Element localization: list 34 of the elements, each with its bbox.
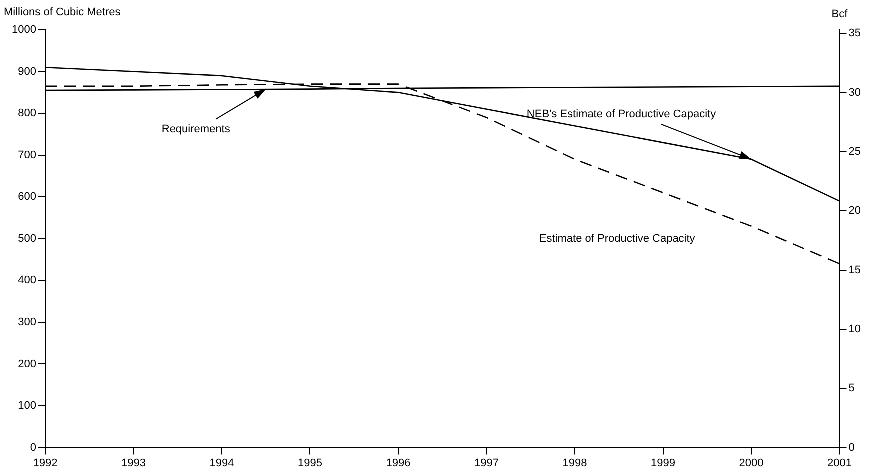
x-tick-label: 1999 [651, 457, 676, 470]
y2-tick-label: 20 [848, 205, 862, 218]
y-axis-title: Millions of Cubic Metres [4, 6, 122, 19]
y-tick-label: 300 [18, 316, 36, 328]
x-tick-label: 1994 [210, 457, 234, 470]
x-tick-label: 1997 [474, 457, 499, 470]
annotation: NEB's Estimate of Productive Capacity [526, 108, 717, 121]
x-tick-label: 1992 [33, 457, 58, 470]
y2-tick-label: 10 [848, 323, 862, 336]
y-tick-label: 900 [18, 66, 36, 78]
y2-tick-label: 30 [848, 86, 862, 99]
x-tick-label: 1998 [562, 457, 588, 470]
annotation: Requirements [162, 123, 231, 136]
y-tick-label: 400 [18, 274, 36, 287]
y-tick-label: 600 [18, 191, 36, 204]
y2-tick-label: 0 [848, 442, 855, 454]
x-tick-label: 2000 [739, 457, 764, 470]
y2-tick-label: 15 [848, 264, 862, 276]
x-tick-label: 1993 [121, 457, 146, 470]
y2-tick-label: 35 [848, 28, 862, 40]
y-tick-label: 1000 [12, 24, 36, 36]
y-tick-label: 700 [18, 149, 36, 162]
y-tick-label: 0 [30, 442, 36, 454]
y-tick-label: 200 [18, 358, 36, 370]
y-tick-label: 100 [18, 400, 36, 412]
y-tick-label: 800 [18, 108, 36, 120]
y2-axis-title: Bcf [832, 8, 849, 21]
x-tick-label: 2001 [828, 457, 852, 470]
y2-tick-label: 25 [848, 146, 862, 158]
x-tick-label: 1995 [298, 457, 322, 470]
y2-tick-label: 5 [848, 382, 855, 395]
x-tick-label: 1996 [386, 457, 411, 470]
y-tick-label: 500 [18, 232, 36, 245]
annotation: Estimate of Productive Capacity [539, 232, 696, 245]
